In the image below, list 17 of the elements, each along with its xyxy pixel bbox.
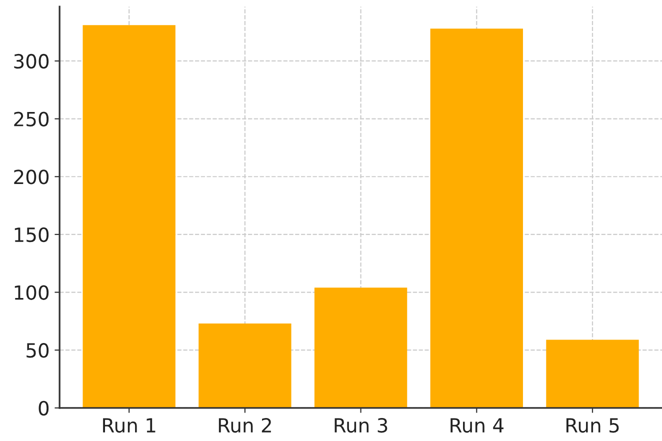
y-tick-label: 250	[14, 112, 49, 126]
x-tick-label: Run 4	[450, 418, 504, 433]
y-tick-label: 0	[38, 400, 49, 416]
x-tick-label: Run 3	[334, 418, 388, 433]
y-tick-label: 300	[14, 54, 49, 69]
x-tick-label: Run 1	[103, 418, 156, 433]
y-tick-label: 200	[14, 170, 49, 184]
bar	[314, 288, 408, 408]
x-tick-label: Run 5	[566, 418, 619, 433]
x-tick-label: Run 2	[218, 418, 271, 433]
bar	[82, 25, 176, 408]
y-tick-label: 150	[14, 227, 49, 242]
y-tick-label: 50	[26, 343, 49, 358]
bar	[546, 340, 639, 408]
bar	[430, 28, 523, 408]
y-tick-label: 100	[14, 285, 49, 300]
bar	[198, 324, 292, 408]
